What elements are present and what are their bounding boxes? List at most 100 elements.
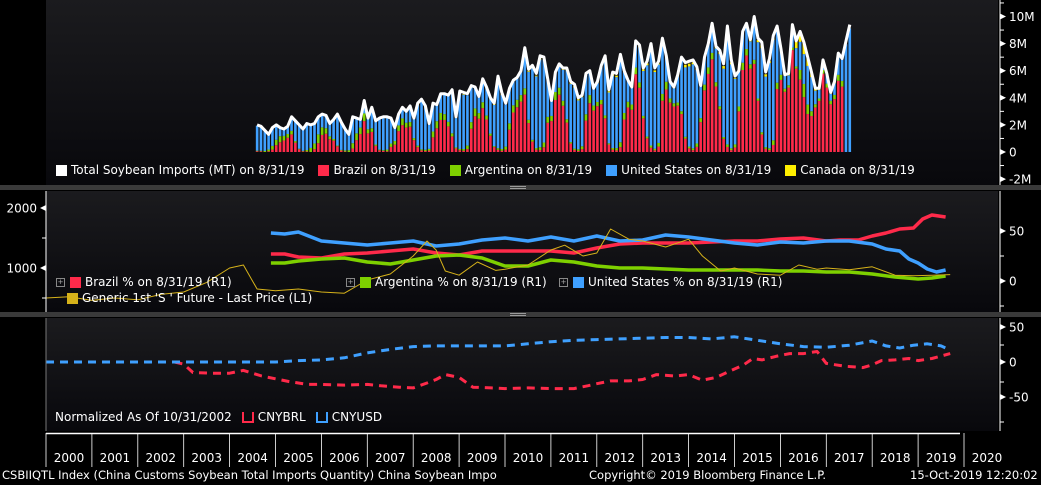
bar-brazil bbox=[664, 89, 668, 152]
bar-united-states bbox=[519, 71, 523, 96]
resize-grip[interactable] bbox=[510, 313, 526, 314]
x-tick-label: 2008 bbox=[421, 451, 452, 465]
bar-brazil bbox=[450, 136, 454, 152]
bar-canada bbox=[798, 32, 802, 42]
bar-argentina bbox=[573, 148, 576, 150]
bar-united-states bbox=[515, 78, 519, 100]
resize-grip[interactable] bbox=[510, 315, 526, 316]
bar-argentina bbox=[290, 130, 293, 135]
bar-argentina bbox=[833, 94, 836, 100]
legend-total[interactable]: Total Soybean Imports (MT) on 8/31/19 bbox=[71, 163, 305, 177]
panel-divider-1[interactable] bbox=[0, 185, 1041, 190]
legend-argentina-pct[interactable]: Argentina % on 8/31/19 (R1) bbox=[375, 275, 547, 289]
bar-brazil bbox=[821, 73, 825, 152]
bar-united-states bbox=[389, 118, 393, 144]
bar-united-states bbox=[619, 58, 622, 143]
bar-brazil bbox=[489, 135, 492, 152]
bar-brazil bbox=[267, 151, 270, 152]
bar-brazil bbox=[791, 50, 794, 152]
footer-copyright: Copyright© 2019 Bloomberg Finance L.P. bbox=[589, 468, 826, 482]
legend-swatch-cnyusd bbox=[315, 411, 328, 423]
bar-united-states bbox=[653, 72, 657, 149]
fx-chart-panel bbox=[46, 318, 998, 431]
bar-argentina bbox=[840, 80, 844, 87]
resize-grip[interactable] bbox=[510, 186, 526, 187]
bar-united-states bbox=[370, 107, 374, 129]
bar-united-states bbox=[783, 75, 787, 89]
bar-brazil bbox=[630, 109, 634, 152]
bar-united-states bbox=[630, 87, 634, 105]
bar-brazil bbox=[661, 100, 664, 152]
bar-brazil bbox=[435, 128, 439, 152]
bar-brazil bbox=[557, 94, 561, 152]
bar-brazil bbox=[703, 90, 706, 152]
bar-brazil bbox=[745, 55, 748, 152]
bar-argentina bbox=[512, 105, 515, 113]
bar-united-states bbox=[512, 80, 515, 106]
bar-argentina bbox=[596, 101, 599, 107]
panel-divider-2[interactable] bbox=[0, 312, 1041, 317]
bar-brazil bbox=[565, 122, 569, 152]
bar-united-states bbox=[336, 115, 339, 146]
bar-united-states bbox=[703, 57, 706, 85]
bar-united-states bbox=[538, 59, 542, 148]
bar-argentina bbox=[504, 146, 507, 150]
y-tick-label: 0 bbox=[1009, 356, 1017, 370]
bar-brazil bbox=[328, 139, 332, 152]
legend-swatch-argentina bbox=[449, 164, 461, 176]
bar-brazil bbox=[794, 68, 798, 152]
y-tick-label-left: 1000 bbox=[6, 262, 37, 276]
bar-brazil bbox=[817, 101, 821, 152]
bar-brazil bbox=[806, 114, 810, 152]
legend-united-states[interactable]: United States on 8/31/19 bbox=[621, 163, 772, 177]
bar-united-states bbox=[844, 44, 848, 153]
bar-brazil bbox=[707, 73, 710, 152]
bar-united-states bbox=[672, 88, 676, 104]
bar-brazil bbox=[577, 150, 580, 152]
bar-united-states bbox=[798, 41, 802, 70]
legend-canada[interactable]: Canada on 8/31/19 bbox=[800, 163, 915, 177]
expand-icon[interactable]: + bbox=[559, 277, 568, 287]
legend-cnybrl[interactable]: CNYBRL bbox=[257, 410, 306, 424]
bar-canada bbox=[684, 64, 687, 68]
bar-argentina bbox=[557, 87, 561, 95]
legend-future[interactable]: Generic 1st 'S ' Future - Last Price (L1… bbox=[82, 291, 313, 305]
bar-united-states bbox=[469, 86, 473, 123]
bar-united-states bbox=[668, 82, 672, 99]
bar-argentina bbox=[768, 148, 771, 151]
normalized-label: Normalized As Of 10/31/2002 bbox=[55, 410, 232, 424]
bar-united-states bbox=[531, 68, 534, 140]
legend-brazil[interactable]: Brazil on 8/31/19 bbox=[333, 163, 436, 177]
bar-brazil bbox=[393, 144, 397, 152]
bar-united-states bbox=[573, 87, 576, 149]
bar-brazil bbox=[798, 79, 802, 152]
legend-cnyusd[interactable]: CNYUSD bbox=[331, 410, 383, 424]
expand-icon[interactable]: + bbox=[56, 277, 65, 287]
legend-brazil-pct[interactable]: Brazil % on 8/31/19 (R1) bbox=[85, 275, 232, 289]
x-tick-label: 2012 bbox=[605, 451, 636, 465]
bar-brazil bbox=[752, 63, 756, 152]
bar-united-states bbox=[768, 63, 771, 149]
bar-united-states bbox=[397, 114, 400, 126]
x-tick-label: 2010 bbox=[513, 451, 544, 465]
bar-argentina bbox=[271, 145, 274, 150]
y-tick-marker bbox=[1000, 149, 1006, 155]
bar-argentina bbox=[707, 67, 710, 74]
bar-brazil bbox=[385, 151, 389, 152]
bar-united-states bbox=[313, 124, 316, 144]
legend-us-pct[interactable]: United States % on 8/31/19 (R1) bbox=[588, 275, 783, 289]
y-tick-marker bbox=[1000, 13, 1006, 20]
bar-brazil bbox=[271, 149, 274, 152]
bar-argentina bbox=[634, 67, 637, 75]
bar-argentina bbox=[837, 74, 840, 81]
bar-brazil bbox=[772, 145, 775, 152]
bar-united-states bbox=[806, 65, 810, 105]
legend-argentina[interactable]: Argentina on 8/31/19 bbox=[464, 163, 593, 177]
bar-brazil bbox=[401, 125, 404, 152]
bar-argentina bbox=[274, 139, 278, 146]
bar-brazil bbox=[603, 118, 607, 152]
bar-argentina bbox=[687, 146, 691, 149]
resize-grip[interactable] bbox=[510, 188, 526, 189]
bar-united-states bbox=[680, 60, 683, 112]
expand-icon[interactable]: + bbox=[346, 277, 355, 287]
